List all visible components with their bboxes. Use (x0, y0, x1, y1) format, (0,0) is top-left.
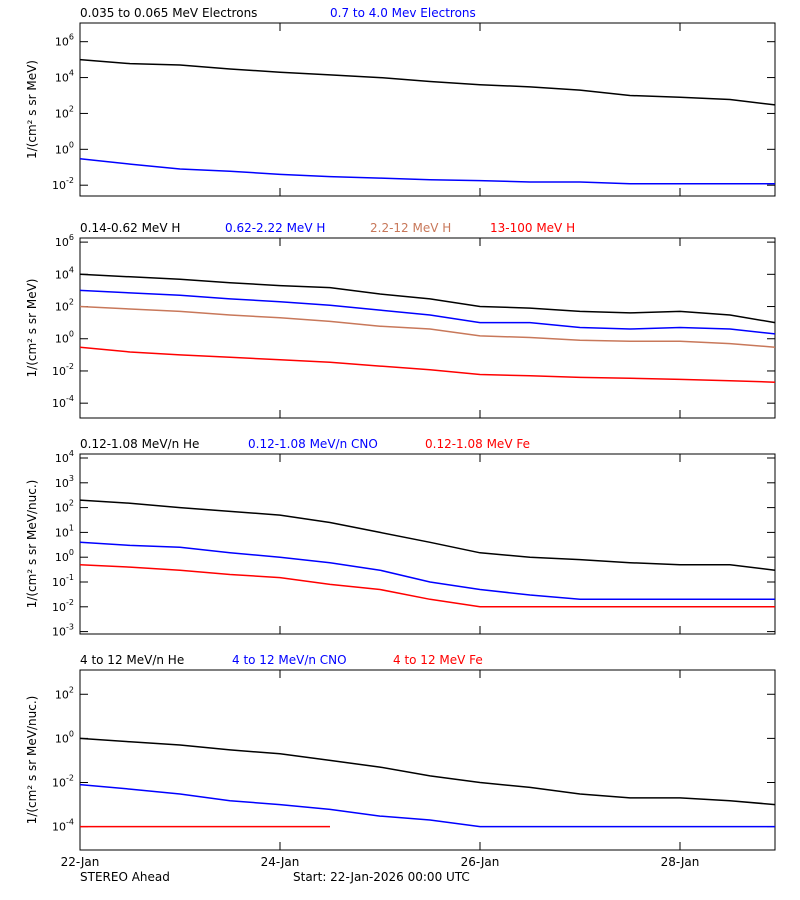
legend-entry: 4 to 12 MeV/n CNO (232, 653, 347, 667)
footer-start: Start: 22-Jan-2026 00:00 UTC (293, 870, 470, 884)
legend-entry: 0.035 to 0.065 MeV Electrons (80, 6, 257, 20)
x-tick-label: 22-Jan (61, 855, 100, 869)
footer-source: STEREO Ahead (80, 870, 170, 884)
series-line (79, 499, 776, 571)
y-tick-label: 10-4 (52, 818, 74, 834)
y-axis-label: 1/(cm² s sr MeV) (25, 279, 39, 378)
legend-entry: 0.7 to 4.0 Mev Electrons (330, 6, 476, 20)
x-tick-label: 26-Jan (461, 855, 500, 869)
series-line (79, 273, 776, 324)
legend-entry: 4 to 12 MeV Fe (393, 653, 483, 667)
legend-entry: 0.12-1.08 MeV/n CNO (248, 437, 378, 451)
y-tick-label: 10-2 (52, 176, 74, 192)
y-tick-label: 100 (55, 729, 74, 745)
plot-frame (79, 22, 776, 197)
y-axis-label: 1/(cm² s sr MeV/nuc.) (25, 696, 39, 825)
x-tick-label: 28-Jan (661, 855, 700, 869)
y-tick-label: 10-2 (52, 362, 74, 378)
legend-entry: 0.62-2.22 MeV H (225, 221, 325, 235)
y-tick-label: 104 (55, 265, 74, 281)
series-line (79, 305, 776, 348)
y-tick-label: 104 (55, 69, 74, 85)
y-tick-label: 102 (55, 499, 74, 515)
y-tick-label: 103 (55, 474, 74, 490)
y-tick-label: 104 (55, 449, 74, 465)
y-tick-label: 10-1 (52, 573, 74, 589)
legend-entry: 0.12-1.08 MeV Fe (425, 437, 530, 451)
plot-frame (79, 453, 776, 635)
y-tick-label: 102 (55, 685, 74, 701)
series-line (79, 541, 775, 601)
y-tick-label: 100 (55, 548, 74, 564)
series-line (79, 157, 775, 185)
legend-entry: 0.14-0.62 MeV H (80, 221, 180, 235)
series-line (79, 783, 775, 828)
plot-frame (79, 237, 776, 419)
y-tick-label: 102 (55, 104, 74, 120)
y-tick-label: 106 (55, 33, 74, 49)
plot-frame (79, 669, 776, 851)
y-axis-label: 1/(cm² s sr MeV) (25, 60, 39, 159)
y-tick-label: 102 (55, 298, 74, 314)
series-line (79, 289, 776, 335)
y-tick-label: 10-2 (52, 598, 74, 614)
y-tick-label: 10-4 (52, 394, 74, 410)
series-line (79, 346, 776, 383)
y-axis-label: 1/(cm² s sr MeV/nuc.) (25, 480, 39, 609)
legend-entry: 0.12-1.08 MeV/n He (80, 437, 199, 451)
legend-entry: 13-100 MeV H (490, 221, 575, 235)
series-line (79, 563, 775, 608)
legend-entry: 4 to 12 MeV/n He (80, 653, 184, 667)
y-tick-label: 100 (55, 330, 74, 346)
y-tick-label: 101 (55, 523, 74, 539)
series-line (79, 58, 776, 106)
legend-entry: 2.2-12 MeV H (370, 221, 451, 235)
series-line (79, 737, 776, 806)
y-tick-label: 10-2 (52, 773, 74, 789)
y-tick-label: 106 (55, 233, 74, 249)
x-tick-label: 24-Jan (261, 855, 300, 869)
y-tick-label: 10-3 (52, 623, 74, 639)
y-tick-label: 100 (55, 140, 74, 156)
